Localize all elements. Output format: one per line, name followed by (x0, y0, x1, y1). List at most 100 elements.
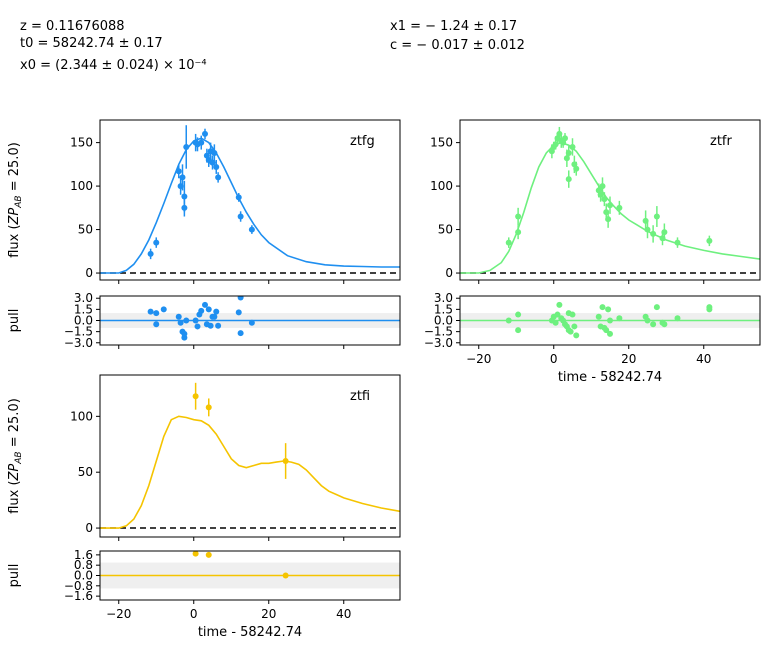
ztfr-marker (674, 239, 681, 246)
ztfr-pull-marker (599, 304, 606, 311)
ztfg-pull-marker (211, 313, 218, 320)
ztfg-pull-marker (215, 322, 222, 329)
ztfr-pull-ytick-label: −1.5 (424, 325, 453, 339)
ztfg-marker (237, 213, 244, 220)
ztfr-marker (599, 183, 606, 190)
ztfr-marker (562, 135, 568, 142)
ztfr-pull-marker (552, 319, 559, 326)
ztfr-data-point (605, 210, 612, 228)
ztfi-band-label: ztfi (350, 389, 370, 404)
ztfi-pull-ytick-label: 0.8 (74, 558, 93, 572)
ztfg-marker (211, 150, 218, 157)
ztfr-data-point (644, 220, 651, 239)
ztfr-pull-marker (556, 301, 563, 308)
ztfg-data-point (198, 135, 205, 150)
ztfg-data-point (183, 125, 190, 169)
ztfr-xtick-label: 40 (696, 352, 711, 366)
ztfg-marker (198, 139, 205, 146)
ztfr-pull-marker (644, 317, 651, 324)
ztfr-data-point (661, 223, 668, 241)
ztfr-marker (573, 165, 580, 172)
ztfr-pull-marker (653, 304, 660, 311)
ztfr-ytick-label: 150 (430, 136, 453, 150)
ztfr-data-point (674, 237, 681, 248)
ztfr-data-point (573, 161, 580, 176)
param-c: c = − 0.017 ± 0.012 (390, 38, 525, 53)
param-x0: x0 = (2.344 ± 0.024) × 10⁻⁴ (20, 58, 207, 73)
ztfr-marker (565, 176, 572, 183)
ztfg-data-point (235, 193, 242, 202)
ztfr-marker (515, 213, 522, 220)
ztfg-marker (235, 194, 242, 201)
ztfi-pull-ytick-label: 0.0 (74, 569, 93, 583)
ztfi-xlabel: time - 58242.74 (198, 625, 302, 640)
ztfr-pull-marker (515, 311, 522, 318)
ztfr-data-point (515, 207, 522, 226)
ztfi-pull-ytick-label: −0.8 (64, 579, 93, 593)
ztfi-ytick-label: 100 (70, 409, 93, 423)
ztfr-marker (661, 229, 668, 236)
ztfr-data-point (616, 200, 623, 215)
ztfr-data-point (607, 196, 613, 214)
ztfg-marker (215, 174, 222, 181)
ztfi-pull-marker (205, 551, 212, 558)
ztfg-ytick-label: 100 (70, 179, 93, 193)
ztfr-pull-marker (607, 317, 613, 324)
ztfg-marker (181, 204, 188, 211)
ztfr-pull-marker (607, 330, 613, 337)
ztfr-pull-marker (661, 321, 668, 328)
ztfr-data-point (505, 237, 512, 248)
ztfr-pull-marker (650, 321, 657, 328)
ztfi-marker (205, 404, 212, 411)
ztfg-pull-marker (175, 313, 182, 320)
ztfi-xtick-label: 0 (190, 607, 198, 621)
ztfr-data-point (569, 138, 576, 156)
ztfg-data-point (248, 225, 255, 234)
ztfr-xtick-label: 0 (550, 352, 558, 366)
ztfr-pull-marker (571, 323, 578, 330)
ztfr-data-point (706, 235, 713, 247)
ztfr-marker (616, 204, 623, 211)
ztfg-pull-marker (237, 330, 244, 337)
ztfi-xtick-label: 40 (336, 607, 351, 621)
ztfg-ytick-label: 150 (70, 136, 93, 150)
ztfr-band-label: ztfr (710, 134, 732, 149)
ztfg-pull-marker (198, 307, 205, 314)
ztfi-ytick-label: 50 (78, 465, 93, 479)
ztfg-pull-marker (183, 317, 190, 324)
ztfg-pull-ytick-label: 1.5 (74, 302, 93, 316)
ztfr-pull-marker (569, 311, 576, 318)
ztfg-data-point (179, 164, 186, 191)
param-z: z = 0.11676088 (20, 19, 125, 34)
ztfr-pull-marker (505, 317, 512, 324)
ztfg-marker (213, 163, 220, 170)
ztfg-pull-ylabel: pull (7, 309, 22, 333)
ztfg-pull-marker (153, 310, 160, 317)
ztfr-xlabel: time - 58242.74 (558, 370, 662, 385)
ztfi-xtick-label: −20 (106, 607, 131, 621)
ztfr-marker (644, 226, 651, 233)
ztfg-marker (181, 193, 188, 200)
ztfi-ytick-label: 0 (85, 521, 93, 535)
ztfr-data-point (565, 170, 572, 188)
ztfg-pull-marker (153, 321, 160, 328)
ztfg-pull-ytick-label: 3.0 (74, 291, 93, 305)
ztfg-pull-marker (213, 308, 220, 315)
ztfg-flux-ylabel: flux (ZPAB = 25.0) (7, 142, 24, 258)
ztfi-pull-ytick-label: −1.6 (64, 589, 93, 603)
ztfg-marker (202, 130, 208, 137)
ztfr-marker (601, 196, 608, 203)
ztfg-data-point (147, 248, 154, 260)
ztfg-pull-marker (205, 306, 212, 313)
ztfg-data-point (215, 172, 222, 183)
ztfi-marker (282, 458, 289, 465)
ztfr-pull-ytick-label: 3.0 (434, 291, 453, 305)
ztfr-marker (650, 230, 657, 237)
ztfg-pull-marker (181, 330, 188, 337)
ztfg-data-point (153, 237, 160, 248)
ztfg-data-point (213, 160, 220, 174)
ztfr-ytick-label: 100 (430, 179, 453, 193)
ztfg-data-point (237, 211, 244, 222)
ztfr-marker (607, 202, 613, 209)
